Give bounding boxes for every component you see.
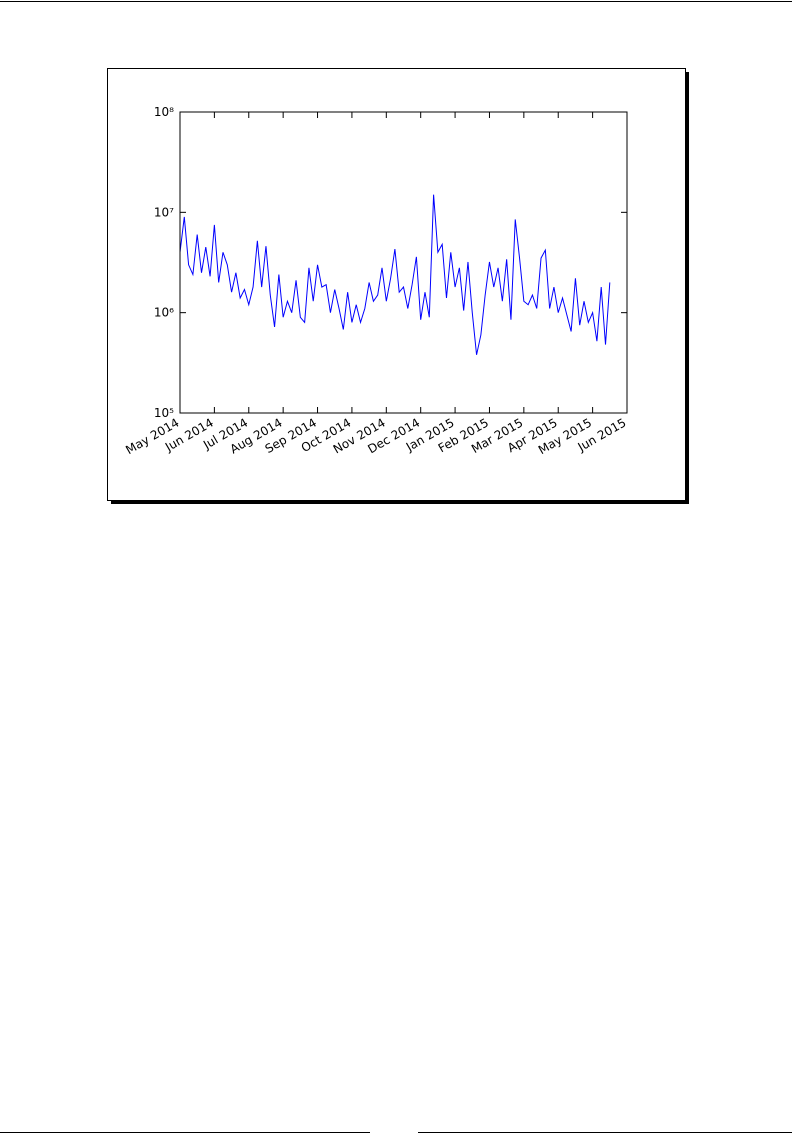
axes-frame — [179, 111, 628, 414]
y-tick-label: 10⁵ — [154, 406, 174, 420]
y-tick-label: 10⁶ — [154, 306, 174, 320]
data-line — [179, 194, 611, 355]
y-tick-label: 10⁷ — [154, 205, 174, 219]
figure-frame — [107, 68, 686, 501]
y-tick-label: 10⁸ — [154, 105, 174, 119]
